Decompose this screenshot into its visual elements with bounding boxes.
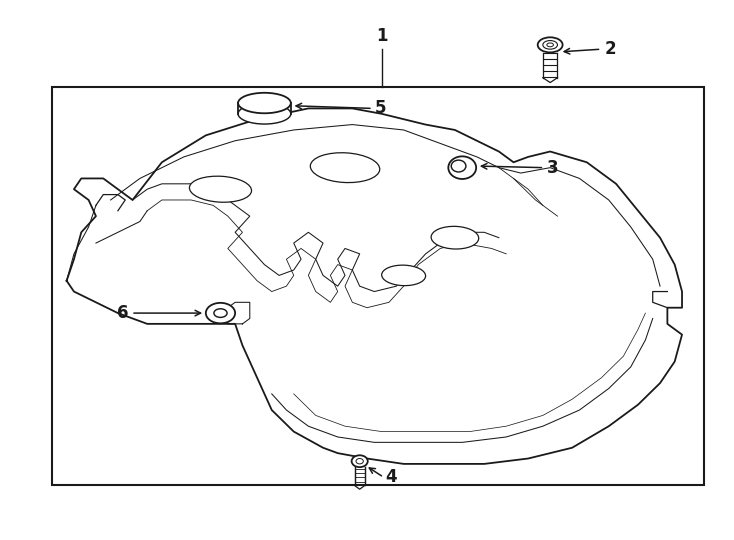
Ellipse shape xyxy=(238,93,291,113)
Ellipse shape xyxy=(356,458,363,464)
Ellipse shape xyxy=(189,176,252,202)
Text: 3: 3 xyxy=(547,159,558,177)
Ellipse shape xyxy=(352,455,368,467)
Text: 2: 2 xyxy=(605,40,617,58)
Ellipse shape xyxy=(543,40,558,49)
Ellipse shape xyxy=(238,104,291,124)
Ellipse shape xyxy=(448,157,476,179)
Ellipse shape xyxy=(431,226,479,249)
Ellipse shape xyxy=(310,153,379,183)
Ellipse shape xyxy=(547,43,553,47)
Ellipse shape xyxy=(538,37,562,52)
Bar xyxy=(52,87,704,485)
Ellipse shape xyxy=(206,303,235,323)
Ellipse shape xyxy=(382,265,426,286)
Text: 1: 1 xyxy=(376,26,388,45)
Text: 6: 6 xyxy=(117,304,129,322)
Ellipse shape xyxy=(451,160,466,172)
Ellipse shape xyxy=(214,309,227,318)
Text: 5: 5 xyxy=(374,99,386,117)
Text: 4: 4 xyxy=(385,468,397,487)
